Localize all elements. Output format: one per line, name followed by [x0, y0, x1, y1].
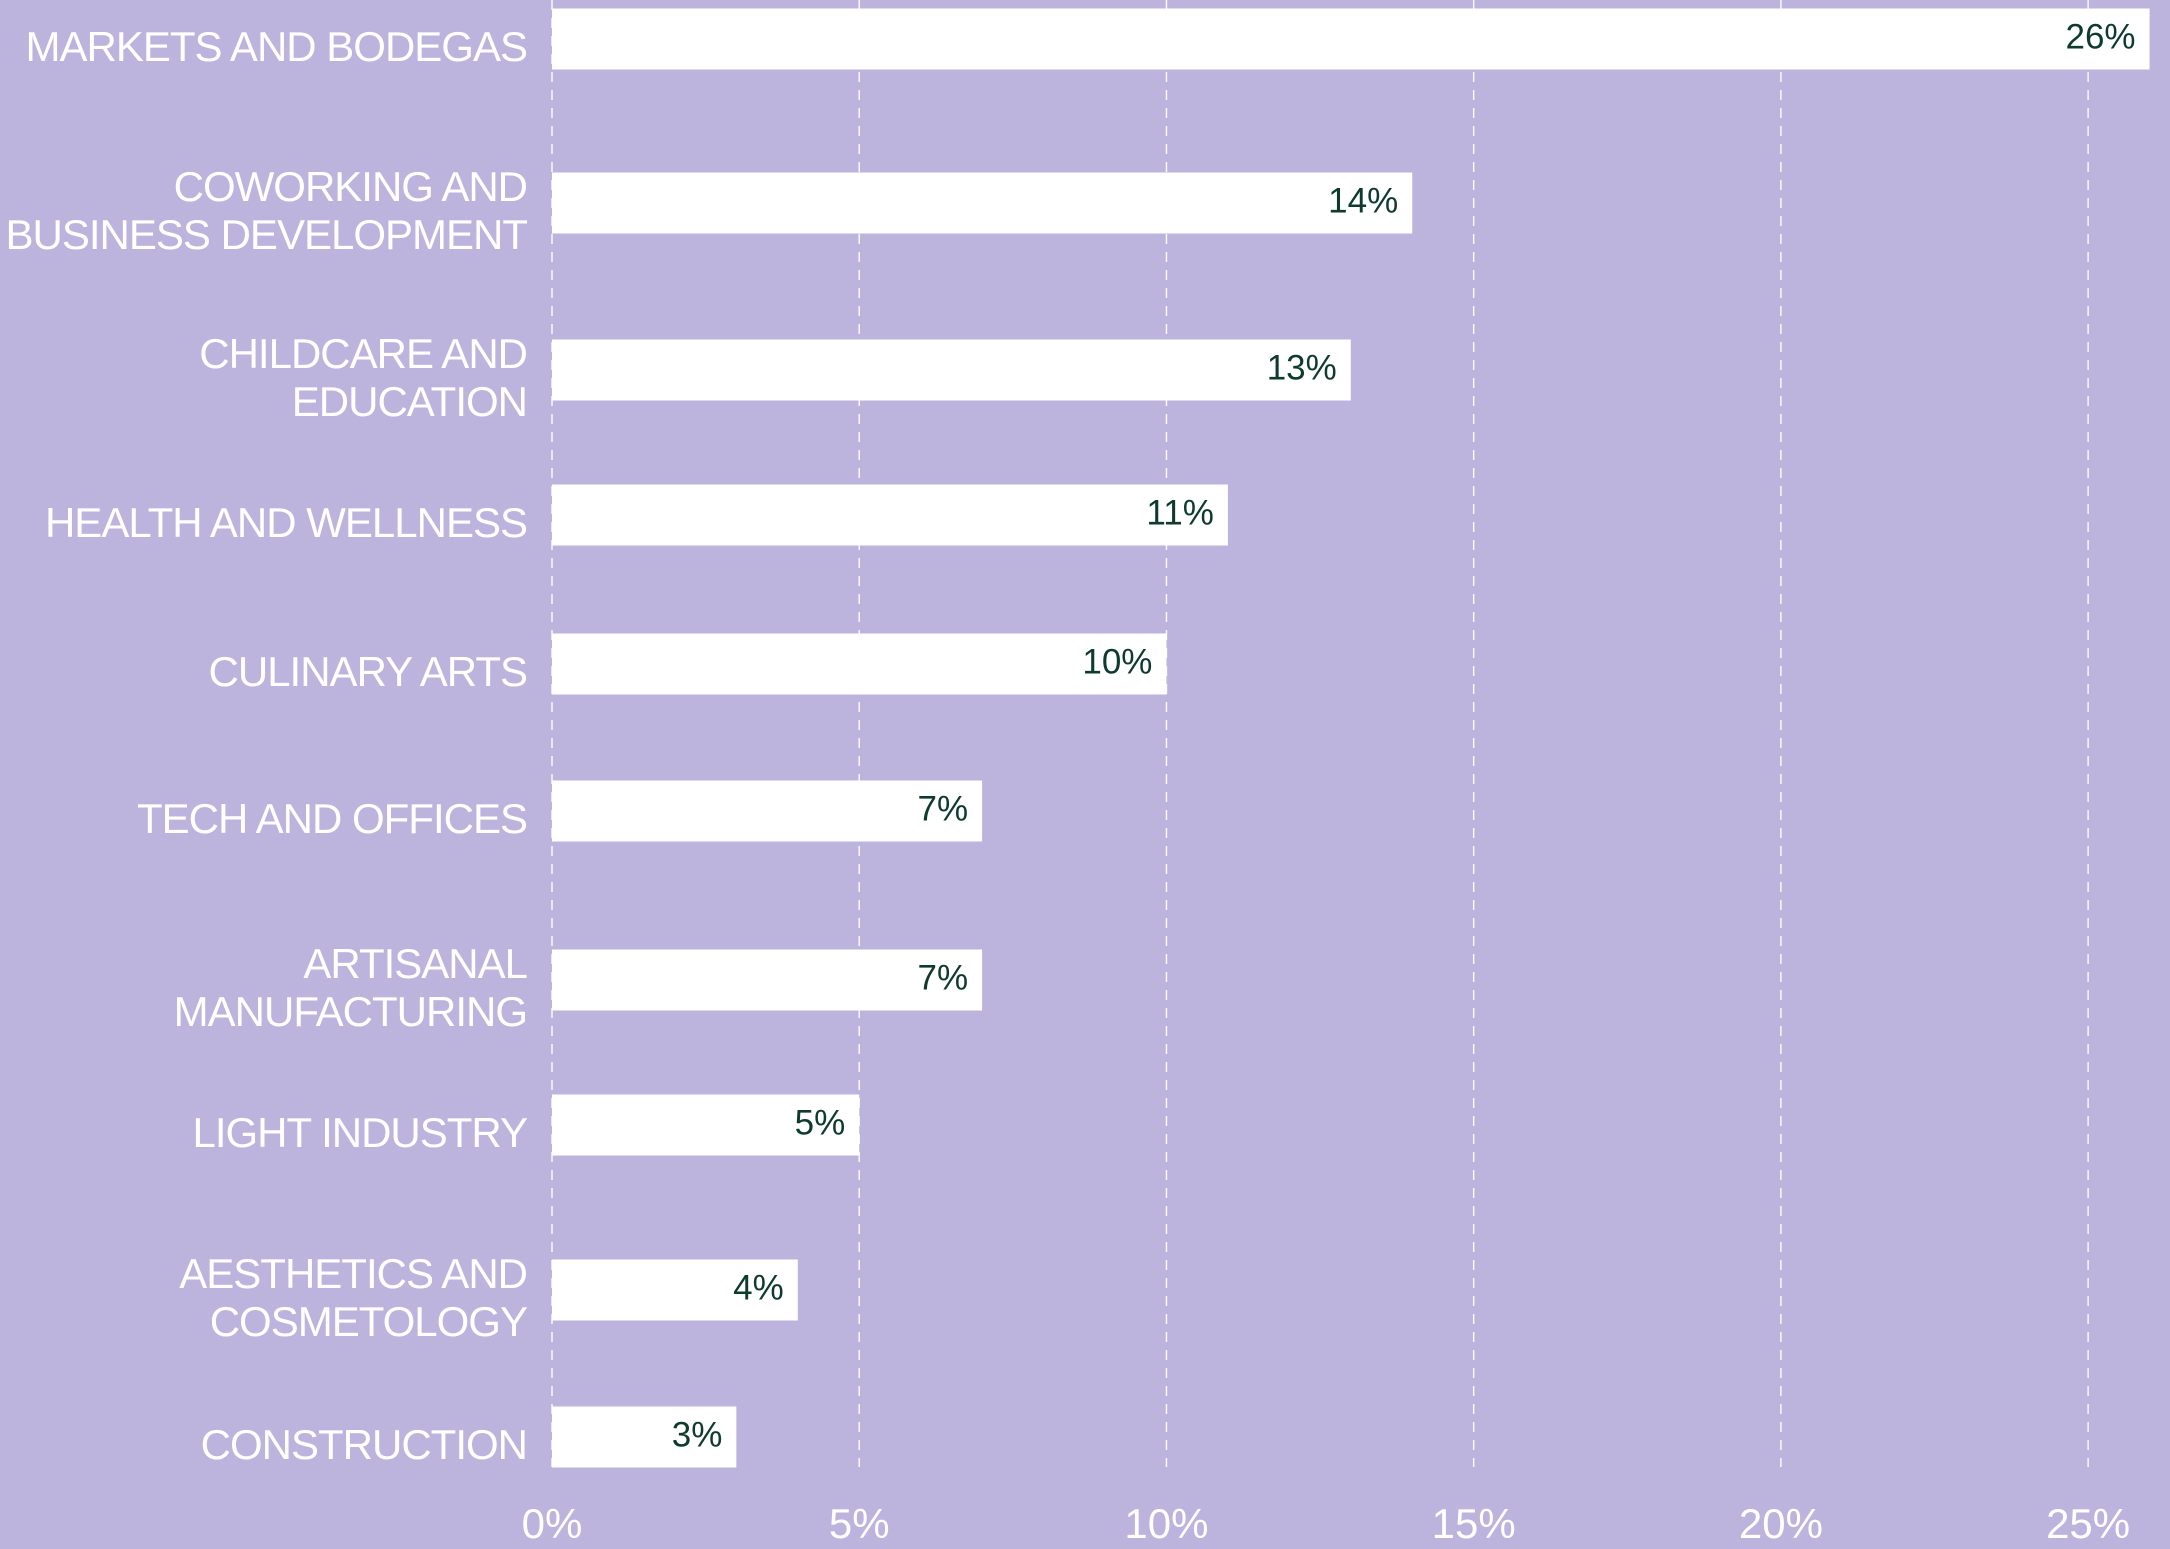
value-label: 5% [795, 1103, 846, 1142]
category-label: COWORKING AND BUSINESS DEVELOPMENT [5, 163, 528, 258]
bar [552, 339, 1351, 401]
bar [552, 949, 983, 1011]
x-tick-label: 0% [522, 1500, 583, 1547]
bar [552, 1094, 860, 1156]
value-label: 4% [733, 1268, 784, 1307]
value-label: 7% [918, 789, 969, 828]
category-label: CONSTRUCTION [200, 1421, 528, 1468]
category-label: CHILDCARE AND EDUCATION [199, 330, 528, 425]
bar [552, 780, 983, 842]
value-label: 14% [1328, 181, 1398, 220]
x-tick-label: 10% [1124, 1500, 1208, 1547]
value-label: 13% [1267, 348, 1337, 387]
value-label: 3% [672, 1415, 723, 1454]
category-label: AESTHETICS AND COSMETOLOGY [179, 1250, 528, 1345]
category-label: LIGHT INDUSTRY [192, 1109, 528, 1156]
category-label: ARTISANAL MANUFACTURING [173, 940, 528, 1035]
bar [552, 172, 1413, 234]
value-label: 26% [2066, 17, 2136, 56]
category-label: TECH AND OFFICES [136, 795, 528, 842]
value-label: 11% [1146, 493, 1213, 532]
x-tick-label: 25% [2046, 1500, 2130, 1547]
value-label: 7% [918, 958, 969, 997]
bar [552, 633, 1167, 695]
x-tick-label: 20% [1739, 1500, 1823, 1547]
bar [552, 1259, 798, 1321]
x-tick-label: 5% [829, 1500, 890, 1547]
category-label: CULINARY ARTS [208, 648, 528, 695]
category-label: HEALTH AND WELLNESS [44, 499, 528, 546]
bar [552, 484, 1228, 546]
x-tick-label: 15% [1432, 1500, 1516, 1547]
bar [552, 1406, 737, 1468]
value-label: 10% [1082, 642, 1152, 681]
bar [552, 8, 2150, 70]
category-label: MARKETS AND BODEGAS [25, 23, 528, 70]
